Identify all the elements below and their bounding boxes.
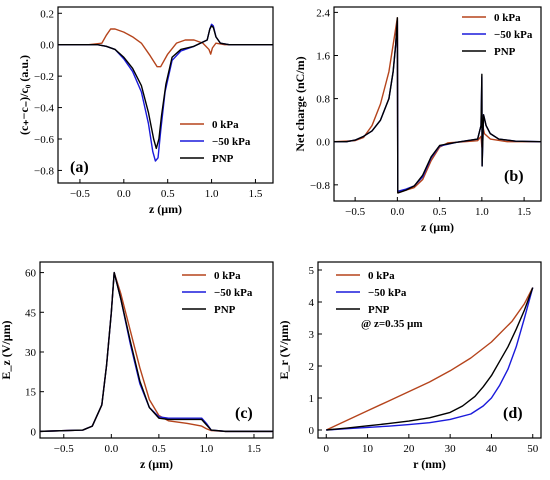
y-tick-label: 60: [25, 268, 37, 280]
series-line-1: [334, 17, 541, 194]
x-tick-label: 50: [527, 443, 539, 455]
annotation: @ z=0.35 μm: [361, 318, 423, 330]
x-tick-label: 1.0: [200, 443, 214, 455]
y-tick-label: 1.6: [316, 51, 330, 63]
series-line-2: [326, 287, 534, 431]
x-tick-label: 0.0: [390, 206, 404, 218]
y-tick-label: −0.8: [34, 165, 54, 177]
legend-entry: PNP: [214, 304, 236, 316]
legend-entry: 0 kPa: [494, 12, 521, 24]
legend-entry: −50 kPa: [214, 287, 253, 299]
y-tick-label: 0.0: [40, 40, 54, 52]
series-group: [40, 271, 273, 433]
panel-label: (b): [504, 168, 524, 185]
panel-d: 0 10 20 30 40 50 0 1 2 3 4 5 r (nm) E_r (V/μm) 0 kPa −5…: [277, 261, 542, 471]
plot-frame: [39, 261, 274, 439]
y-tick-label: 2: [309, 361, 315, 373]
legend: 0 kPa −50 kPa PNP: [180, 119, 251, 165]
series-line-3: [326, 287, 534, 431]
y-tick-label: 1: [309, 393, 315, 405]
y-axis-label: (c₊−c₋)/c₀ (a.u.): [17, 55, 31, 135]
panel-b: −0.5 0.0 0.5 1.0 1.5 2.4 1.6 0.8 0.0 −0.8 z (μm) Ne…: [293, 6, 542, 234]
panel-c: −0.5 0.0 0.5 1.0 1.5 0 15 30 45 60 z (μm) E_z (V/μm…: [0, 261, 274, 471]
y-tick-label: 0.8: [316, 94, 330, 106]
panel-label: (c): [235, 405, 253, 422]
x-tick-label: 0.5: [152, 443, 166, 455]
x-tick-label: 1.0: [205, 188, 219, 200]
y-tick-label: 2.4: [316, 7, 330, 19]
x-tick-label: 0.0: [104, 443, 118, 455]
y-axis-label: E_z (V/μm): [0, 320, 13, 379]
legend: 0 kPa −50 kPa PNP: [462, 12, 533, 58]
y-tick-label: 5: [309, 265, 315, 277]
y-tick-label: 0.0: [316, 137, 330, 149]
panel-a: −0.5 0.0 0.5 1.0 1.5 0.2 0.0 −0.2 −0.4 −0.6 −0.8 z …: [17, 6, 274, 216]
x-tick-label: −0.5: [345, 206, 365, 218]
series-line-3: [334, 17, 541, 194]
x-tick-label: 1.5: [247, 443, 261, 455]
x-tick-label: 1.5: [249, 188, 263, 200]
x-tick-label: 1.5: [517, 206, 531, 218]
x-tick-label: −0.5: [54, 443, 74, 455]
plot-frame: [317, 261, 542, 439]
series-group: [325, 287, 534, 431]
y-tick-label: −0.4: [34, 103, 54, 115]
x-axis-label: z (μm): [140, 457, 173, 471]
x-tick-label: 0: [324, 443, 330, 455]
series-line-1: [325, 287, 534, 431]
y-tick-label: 30: [25, 347, 37, 359]
y-tick-label: 0: [309, 425, 315, 437]
legend-entry: −50 kPa: [212, 136, 251, 148]
series-group: [58, 23, 273, 162]
series-line-3: [58, 25, 273, 150]
y-tick-label: 0: [31, 426, 37, 438]
y-tick-label: −0.6: [34, 134, 54, 146]
x-tick-label: 30: [445, 443, 457, 455]
y-tick-label: −0.8: [310, 180, 330, 192]
plot-frame: [57, 6, 274, 184]
y-tick-label: 45: [25, 307, 37, 319]
y-tick-label: 4: [309, 297, 315, 309]
x-tick-label: 1.0: [475, 206, 489, 218]
series-line-1: [58, 28, 273, 68]
legend-entry: −50 kPa: [368, 287, 407, 299]
x-axis-label: z (μm): [149, 202, 182, 216]
y-axis-label: E_r (V/μm): [277, 321, 291, 380]
x-tick-label: −0.5: [70, 188, 90, 200]
legend-entry: PNP: [494, 46, 516, 58]
panel-label: (d): [503, 405, 523, 422]
legend: 0 kPa −50 kPa PNP: [336, 270, 407, 316]
x-axis-label: r (nm): [413, 457, 446, 471]
legend-entry: 0 kPa: [368, 270, 395, 282]
y-tick-label: −0.2: [34, 71, 54, 83]
legend-entry: 0 kPa: [212, 119, 239, 131]
legend-entry: −50 kPa: [494, 29, 533, 41]
plot-frame: [333, 6, 542, 202]
y-tick-label: 0.2: [40, 8, 54, 20]
x-tick-label: 0.0: [117, 188, 131, 200]
x-tick-label: 0.5: [161, 188, 175, 200]
x-tick-label: 0.5: [433, 206, 447, 218]
series-line-3: [40, 271, 273, 433]
legend-entry: PNP: [212, 153, 234, 165]
x-tick-label: 10: [362, 443, 374, 455]
y-tick-label: 3: [309, 329, 315, 341]
x-tick-label: 20: [403, 443, 415, 455]
y-tick-label: 15: [25, 387, 37, 399]
series-group: [334, 17, 541, 194]
x-axis-label: z (μm): [421, 220, 454, 234]
legend-entry: PNP: [368, 304, 390, 316]
legend-entry: 0 kPa: [214, 270, 241, 282]
panel-label: (a): [70, 159, 89, 176]
x-tick-label: 40: [486, 443, 498, 455]
y-axis-label: Net charge (nC/m): [293, 56, 307, 151]
legend: 0 kPa −50 kPa PNP: [182, 270, 253, 316]
